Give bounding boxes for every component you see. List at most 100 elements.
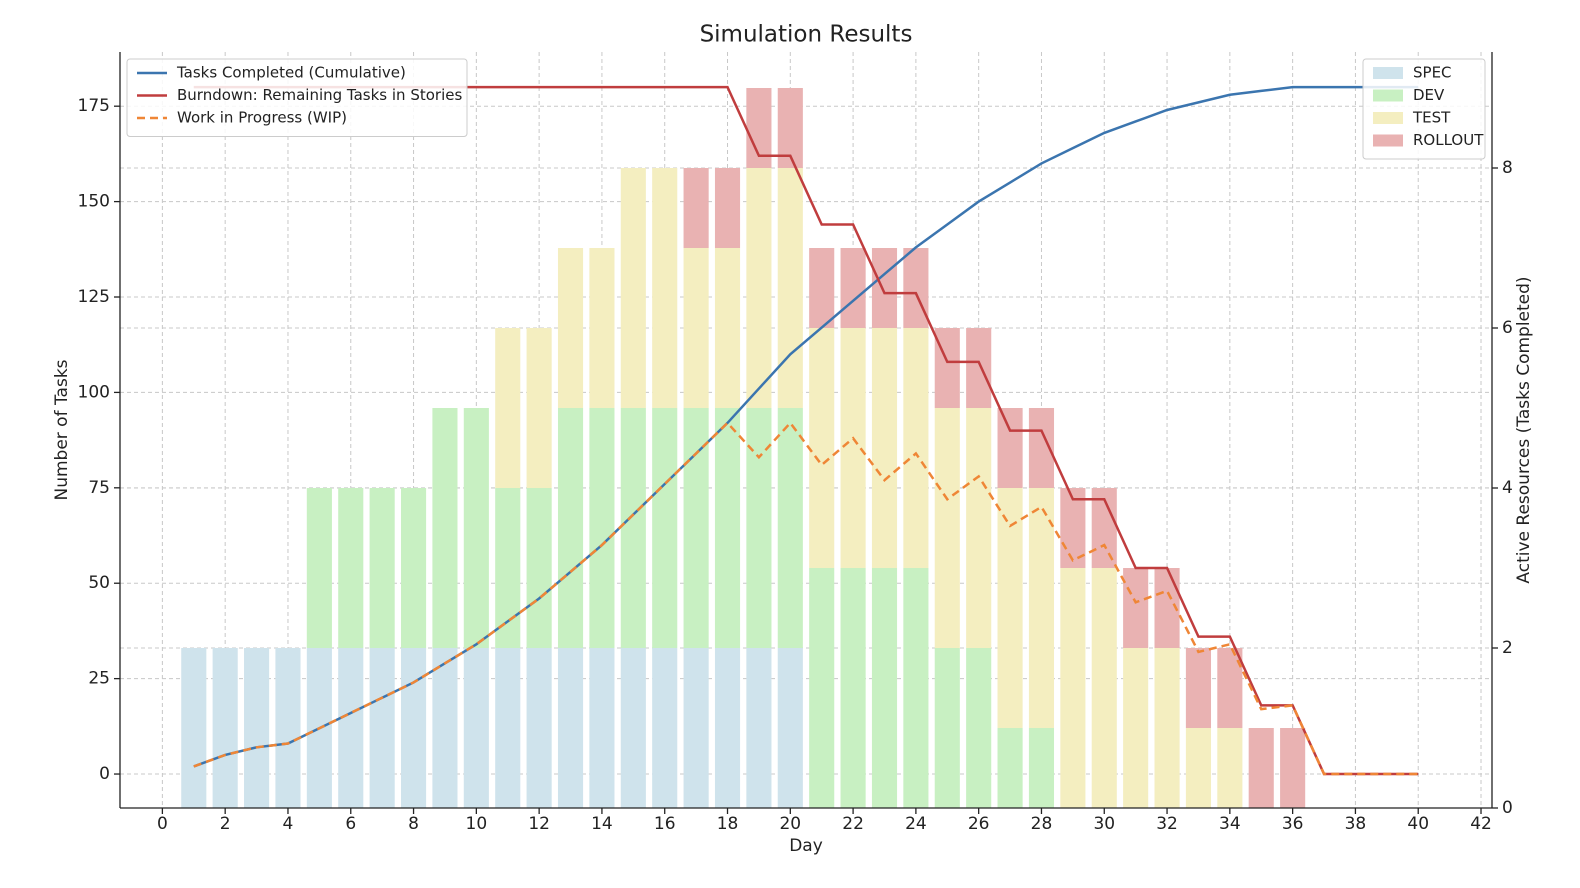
bar [966, 408, 992, 648]
x-tick-label: 24 [905, 814, 927, 834]
legend-label: Work in Progress (WIP) [177, 109, 347, 127]
bar [840, 248, 866, 328]
bar [589, 408, 615, 648]
legend-label: ROLLOUT [1413, 131, 1484, 149]
bar [495, 648, 521, 808]
bar [683, 408, 709, 648]
x-tick-label: 26 [968, 814, 990, 834]
bar [620, 648, 646, 808]
bar [652, 648, 678, 808]
legend-label: DEV [1413, 86, 1445, 104]
bar [1123, 568, 1149, 648]
bar [777, 408, 803, 648]
bar [997, 408, 1023, 488]
bar [746, 408, 772, 648]
bar [1028, 728, 1055, 808]
y2-tick-label: 2 [1502, 638, 1513, 658]
x-tick-label: 4 [283, 814, 294, 834]
bar [903, 248, 929, 328]
line [193, 85, 1419, 768]
bar [589, 648, 615, 808]
bar [495, 328, 521, 488]
bar [212, 648, 238, 808]
x-tick-label: 2 [220, 814, 231, 834]
bar [432, 648, 458, 808]
legend-swatch [1373, 89, 1403, 102]
bar [526, 328, 552, 488]
legend: Tasks Completed (Cumulative) Burndown: Re… [126, 58, 468, 137]
x-tick-label: 18 [717, 814, 739, 834]
y2-tick-label: 6 [1502, 318, 1513, 338]
bar [840, 568, 866, 808]
bar [495, 488, 521, 648]
legend-label: Burndown: Remaining Tasks in Stories [177, 86, 462, 104]
bar [1091, 568, 1117, 808]
bar [746, 648, 772, 808]
x-tick-label: 32 [1156, 814, 1178, 834]
bar [1185, 728, 1212, 808]
bar [714, 168, 741, 248]
x-tick-label: 30 [1093, 814, 1115, 834]
bar [903, 568, 929, 808]
x-tick-label: 28 [1031, 814, 1053, 834]
bar [903, 328, 929, 568]
bar [181, 648, 207, 808]
bar [275, 648, 301, 808]
y-axis-label: Number of Tasks [52, 359, 72, 500]
bar [244, 648, 270, 808]
x-axis-label: Day [789, 836, 823, 856]
bar [683, 248, 709, 408]
bar [997, 728, 1023, 808]
y2-tick-label: 4 [1502, 478, 1513, 498]
legend-label: TEST [1412, 109, 1451, 127]
bar [1123, 648, 1149, 808]
y2-tick-label: 8 [1502, 158, 1513, 178]
bar [1185, 648, 1212, 728]
line [193, 420, 1419, 776]
bar [557, 648, 584, 808]
axes: 0 2 4 6 8 10 12 14 16 18 20 22 24 26 28 30 32 34 36 38 40 420… [78, 52, 1513, 834]
bar [997, 488, 1023, 728]
bar [934, 408, 960, 648]
y-tick-label: 125 [78, 287, 110, 307]
bar [400, 488, 427, 648]
bar [777, 648, 803, 808]
x-tick-label: 8 [408, 814, 419, 834]
legend-label: Tasks Completed (Cumulative) [176, 64, 406, 82]
x-tick-label: 42 [1470, 814, 1492, 834]
x-tick-label: 38 [1345, 814, 1367, 834]
legend-label: SPEC [1413, 64, 1452, 82]
legend-swatch [1373, 67, 1403, 79]
x-tick-label: 0 [157, 814, 168, 834]
bar [369, 648, 395, 808]
bar [557, 248, 584, 408]
x-tick-label: 20 [779, 814, 801, 834]
bar [871, 328, 898, 568]
bar [1217, 728, 1243, 808]
bar [714, 248, 741, 408]
x-tick-label: 36 [1282, 814, 1304, 834]
y2-tick-label: 0 [1502, 798, 1513, 818]
bar [746, 168, 772, 408]
bar [620, 168, 646, 408]
bar [809, 568, 835, 808]
bar [1028, 488, 1055, 728]
legend-box [126, 58, 468, 137]
bar [557, 408, 584, 648]
bar [526, 648, 552, 808]
bar [369, 488, 395, 648]
bar [400, 648, 427, 808]
bar [1154, 648, 1180, 808]
x-tick-label: 12 [528, 814, 550, 834]
bar [1060, 568, 1086, 808]
x-tick-label: 22 [842, 814, 864, 834]
bar [338, 648, 364, 808]
y-tick-label: 75 [88, 478, 110, 498]
bar [620, 408, 646, 648]
legend-swatch [1373, 134, 1403, 147]
x-tick-label: 10 [466, 814, 488, 834]
y-tick-label: 100 [78, 382, 110, 402]
bar [809, 248, 835, 328]
legend-box [1362, 58, 1486, 160]
bar [809, 328, 835, 568]
